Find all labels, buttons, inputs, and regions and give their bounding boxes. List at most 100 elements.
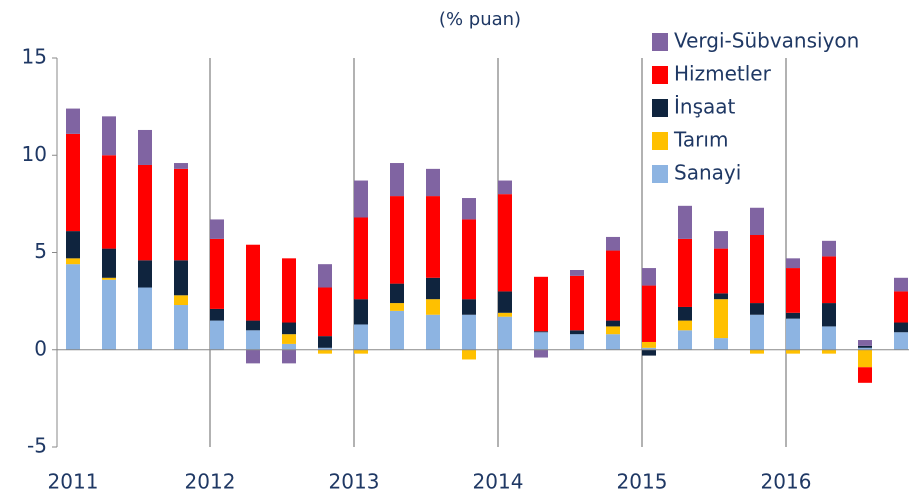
- bar-segment: [858, 367, 872, 383]
- bar-segment: [102, 155, 116, 249]
- bar-segment: [282, 343, 296, 350]
- bar-segment: [570, 270, 584, 276]
- bar-segment: [714, 338, 728, 350]
- bar-segment: [318, 287, 332, 337]
- y-tick-label: 15: [22, 45, 47, 69]
- y-tick-label: 5: [34, 239, 47, 263]
- bar-segment: [606, 236, 620, 251]
- legend-label: Vergi-Sübvansiyon: [674, 29, 859, 53]
- bar-segment: [102, 248, 116, 278]
- bar-segment: [354, 217, 368, 300]
- bar-segment: [66, 264, 80, 350]
- bar-segment: [678, 306, 692, 321]
- bar-segment: [138, 164, 152, 261]
- bar-segment: [750, 349, 764, 354]
- chart-title: (% puan): [439, 9, 521, 30]
- bar-segment: [894, 322, 908, 333]
- bar-segment: [210, 238, 224, 309]
- bar-segment: [498, 316, 512, 350]
- bar-segment: [786, 258, 800, 269]
- legend-swatch: [652, 132, 668, 150]
- bar-segment: [606, 250, 620, 321]
- bar-segment: [642, 268, 656, 286]
- bar-segment: [354, 180, 368, 218]
- bar-segment: [174, 260, 188, 296]
- bar-segment: [318, 347, 332, 350]
- bar-segment: [786, 312, 800, 319]
- bar-segment: [498, 194, 512, 292]
- bar-segment: [606, 334, 620, 350]
- bar-segment: [678, 205, 692, 239]
- bar-segment: [822, 240, 836, 257]
- bar-segment: [714, 248, 728, 294]
- bar-segment: [570, 334, 584, 350]
- bar-segment: [462, 198, 476, 220]
- legend-label: İnşaat: [674, 95, 736, 119]
- x-tick-label: 2012: [185, 470, 236, 494]
- bar-segment: [174, 295, 188, 306]
- bar-segment: [426, 168, 440, 197]
- bar-segment: [858, 347, 872, 350]
- bar-segment: [318, 264, 332, 288]
- bar-segment: [822, 349, 836, 354]
- bar-segment: [894, 332, 908, 350]
- bar-segment: [822, 326, 836, 350]
- bar-segment: [174, 168, 188, 261]
- bar-segment: [354, 349, 368, 354]
- bar-segment: [822, 303, 836, 327]
- bar-segment: [714, 231, 728, 249]
- bar-segment: [426, 196, 440, 278]
- bar-segment: [642, 285, 656, 342]
- legend-swatch: [652, 66, 668, 84]
- x-tick-label: 2013: [329, 470, 380, 494]
- x-tick-label: 2016: [761, 470, 812, 494]
- bar-segment: [390, 163, 404, 197]
- bar-segment: [606, 320, 620, 327]
- bar-segment: [102, 116, 116, 156]
- bar-segment: [318, 336, 332, 348]
- bar-segment: [246, 244, 260, 321]
- bar-segment: [66, 108, 80, 134]
- bar-segment: [750, 207, 764, 235]
- bar-segment: [534, 331, 548, 333]
- bar-segment: [750, 303, 764, 315]
- bar-segment: [678, 238, 692, 307]
- bar-segment: [498, 180, 512, 195]
- bar-segment: [462, 314, 476, 350]
- bar-segment: [426, 314, 440, 350]
- bar-segment: [102, 279, 116, 350]
- bar-segment: [138, 260, 152, 288]
- bar-segment: [462, 219, 476, 300]
- legend-swatch: [652, 99, 668, 117]
- bar-segment: [390, 196, 404, 284]
- bar-segment: [894, 291, 908, 323]
- x-tick-label: 2014: [473, 470, 524, 494]
- bar-segment: [282, 334, 296, 344]
- legend-swatch: [652, 165, 668, 183]
- bar-segment: [786, 349, 800, 354]
- bar-segment: [570, 275, 584, 331]
- bar-segment: [426, 277, 440, 300]
- bar-segment: [858, 345, 872, 348]
- bar-segment: [714, 299, 728, 339]
- bar-segment: [678, 320, 692, 331]
- bar-segment: [66, 258, 80, 265]
- bar-segment: [210, 320, 224, 350]
- bar-segment: [102, 277, 116, 280]
- bar-segment: [714, 293, 728, 300]
- bar-segment: [642, 349, 656, 356]
- bar-segment: [858, 340, 872, 346]
- bar-segment: [390, 303, 404, 311]
- x-tick-label: 2015: [617, 470, 668, 494]
- bar-segment: [534, 276, 548, 332]
- bar-segment: [138, 129, 152, 165]
- bar-segment: [390, 283, 404, 304]
- bar-segment: [498, 291, 512, 313]
- bar-segment: [642, 347, 656, 350]
- bar-segment: [282, 349, 296, 364]
- legend-label: Tarım: [673, 128, 728, 152]
- bar-segment: [678, 330, 692, 350]
- legend-label: Hizmetler: [674, 62, 772, 86]
- bar-segment: [462, 299, 476, 315]
